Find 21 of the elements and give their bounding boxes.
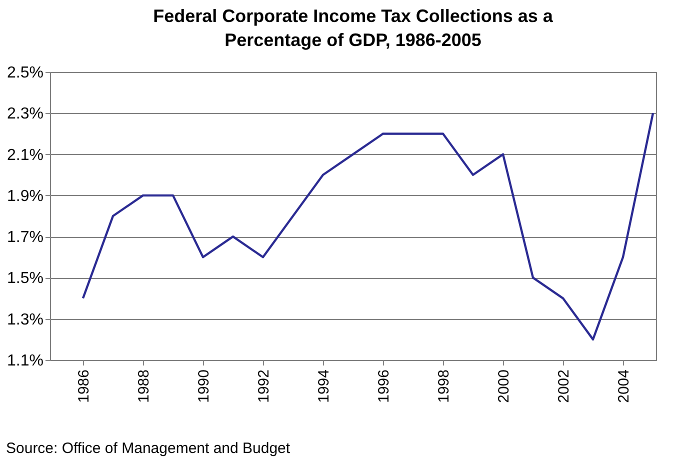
y-tick-label: 2.3% (7, 106, 44, 123)
x-tick-label: 2000 (496, 370, 512, 403)
x-tick-label: 1994 (316, 370, 332, 403)
x-tick-label: 1992 (256, 370, 272, 403)
x-tick-label: 2004 (616, 370, 632, 403)
source-note: Source: Office of Management and Budget (6, 440, 290, 457)
y-tick-label: 1.9% (7, 188, 44, 205)
y-tick-label: 1.7% (7, 229, 44, 246)
chart-title: Federal Corporate Income Tax Collections as a Percentage of GDP, 1986-2005 (153, 6, 554, 50)
line-series (82, 112, 654, 341)
x-tick-label: 1990 (196, 370, 212, 403)
y-tick-label: 1.5% (7, 270, 44, 288)
x-tick-label: 1996 (376, 370, 392, 403)
y-tick-label: 2.5% (7, 64, 44, 82)
x-tick-label: 1986 (76, 370, 92, 403)
y-tick-label: 2.1% (7, 146, 44, 164)
x-tick-label: 1988 (136, 370, 152, 403)
y-tick-label: 1.1% (7, 352, 44, 370)
x-tick-label: 2002 (556, 370, 572, 403)
x-tick-label: 1998 (436, 370, 452, 403)
y-tick-label: 1.3% (7, 311, 44, 328)
